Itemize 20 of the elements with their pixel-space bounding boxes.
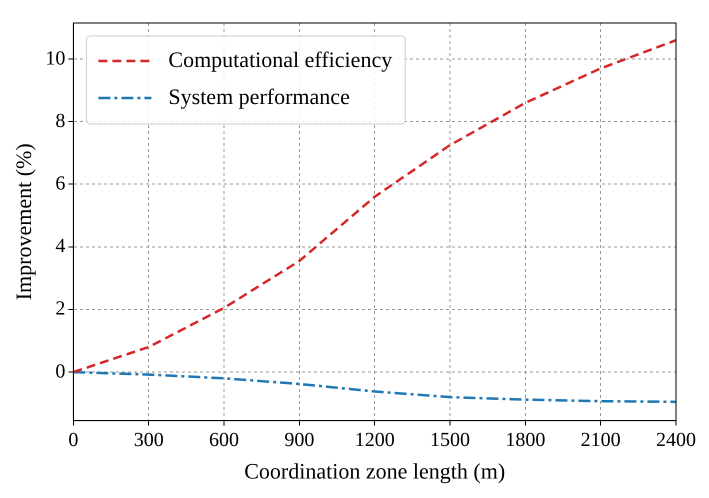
y-tick-label: 6 bbox=[55, 172, 66, 194]
x-tick-label: 600 bbox=[209, 428, 240, 451]
y-tick-label: 8 bbox=[55, 110, 66, 132]
y-axis-title: Improvement (%) bbox=[10, 143, 36, 300]
x-tick-label: 1800 bbox=[505, 428, 546, 451]
x-tick-label: 2400 bbox=[656, 428, 696, 451]
y-tick-label: 2 bbox=[55, 298, 66, 320]
y-tick-label: 0 bbox=[55, 360, 66, 382]
x-tick-label: 900 bbox=[284, 428, 314, 451]
line-series bbox=[73, 38, 676, 374]
legend-label: Computational efficiency bbox=[168, 46, 392, 72]
y-tick-label: 4 bbox=[55, 235, 66, 258]
x-tick-label: 300 bbox=[134, 428, 164, 451]
y-tick-label: 10 bbox=[45, 47, 66, 70]
x-axis-title: Coordination zone length (m) bbox=[244, 458, 506, 484]
x-tick-label: 2100 bbox=[580, 428, 621, 451]
x-tick-label: 1500 bbox=[430, 428, 470, 451]
legend-label: System performance bbox=[168, 84, 350, 109]
x-tick-label: 1200 bbox=[354, 428, 395, 451]
line-series bbox=[73, 370, 676, 404]
